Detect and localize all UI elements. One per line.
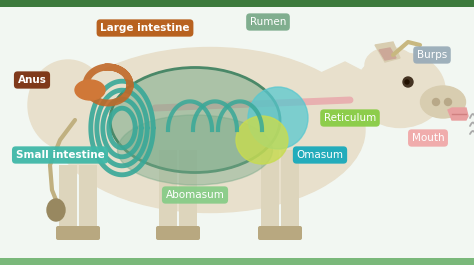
Text: Mouth: Mouth <box>412 133 444 143</box>
FancyBboxPatch shape <box>261 150 279 230</box>
Polygon shape <box>448 108 468 120</box>
Text: Omasum: Omasum <box>297 150 344 160</box>
FancyBboxPatch shape <box>76 226 100 240</box>
FancyBboxPatch shape <box>176 226 200 240</box>
Ellipse shape <box>75 80 105 100</box>
Ellipse shape <box>47 199 65 221</box>
FancyBboxPatch shape <box>278 226 302 240</box>
Text: Rumen: Rumen <box>250 17 286 27</box>
FancyBboxPatch shape <box>159 150 177 230</box>
FancyBboxPatch shape <box>281 150 299 230</box>
FancyBboxPatch shape <box>56 226 80 240</box>
FancyBboxPatch shape <box>0 0 474 7</box>
Ellipse shape <box>355 52 445 127</box>
Text: Abomasum: Abomasum <box>165 190 224 200</box>
FancyBboxPatch shape <box>59 165 77 230</box>
Polygon shape <box>310 62 395 118</box>
FancyBboxPatch shape <box>79 165 97 230</box>
Circle shape <box>403 77 413 87</box>
Text: Large intestine: Large intestine <box>100 23 190 33</box>
FancyBboxPatch shape <box>179 150 197 230</box>
Polygon shape <box>375 42 400 62</box>
Circle shape <box>445 99 452 105</box>
Ellipse shape <box>236 116 288 164</box>
Ellipse shape <box>110 68 280 173</box>
Ellipse shape <box>118 115 273 185</box>
Text: Burps: Burps <box>417 50 447 60</box>
Ellipse shape <box>55 47 365 213</box>
FancyBboxPatch shape <box>0 258 474 265</box>
Ellipse shape <box>420 86 465 118</box>
Polygon shape <box>379 48 396 60</box>
Text: Reticulum: Reticulum <box>324 113 376 123</box>
Ellipse shape <box>365 47 415 82</box>
FancyBboxPatch shape <box>258 226 282 240</box>
FancyBboxPatch shape <box>156 226 180 240</box>
Text: Anus: Anus <box>18 75 46 85</box>
Text: Small intestine: Small intestine <box>16 150 104 160</box>
Circle shape <box>405 80 409 84</box>
Ellipse shape <box>248 87 308 149</box>
Ellipse shape <box>28 60 108 150</box>
Circle shape <box>432 99 439 105</box>
